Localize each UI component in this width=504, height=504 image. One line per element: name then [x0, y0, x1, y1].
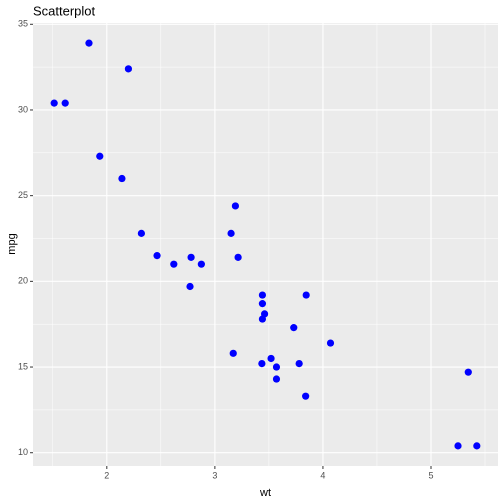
point: [326, 339, 335, 347]
point: [118, 174, 126, 183]
point: [272, 375, 281, 383]
y-tick-label: 15: [18, 361, 28, 371]
point: [454, 442, 462, 450]
point: [258, 291, 267, 299]
x-tick-label: 4: [320, 470, 325, 480]
point: [464, 368, 472, 376]
point: [267, 354, 275, 363]
point: [234, 253, 242, 261]
point: [272, 363, 281, 371]
point: [473, 442, 481, 450]
chart-title: Scatterplot: [33, 3, 96, 18]
y-tick-label: 25: [18, 190, 28, 200]
point: [137, 229, 145, 237]
x-tick-label: 2: [104, 470, 109, 480]
x-tick-label: 3: [212, 470, 217, 480]
y-axis-title: mpg: [6, 233, 18, 254]
panel: [33, 23, 498, 466]
y-tick-label: 35: [18, 19, 28, 29]
point: [96, 152, 104, 160]
point: [124, 65, 133, 73]
x-tick-label: 5: [428, 470, 433, 480]
point: [258, 300, 267, 308]
point: [302, 392, 310, 400]
point: [295, 360, 303, 368]
point: [258, 315, 267, 323]
point: [186, 282, 194, 291]
point: [302, 291, 310, 299]
point: [153, 252, 161, 260]
point: [50, 99, 58, 107]
point: [61, 99, 69, 107]
point: [290, 324, 298, 332]
y-tick-label: 30: [18, 104, 28, 114]
point: [229, 349, 237, 357]
x-axis-title: wt: [259, 487, 271, 499]
point: [227, 229, 235, 237]
point: [170, 260, 178, 268]
point: [85, 39, 93, 47]
point: [187, 253, 195, 261]
point: [231, 202, 240, 210]
y-tick-label: 20: [18, 276, 28, 286]
point: [258, 360, 266, 368]
y-tick-label: 10: [18, 447, 28, 457]
point: [197, 260, 205, 268]
